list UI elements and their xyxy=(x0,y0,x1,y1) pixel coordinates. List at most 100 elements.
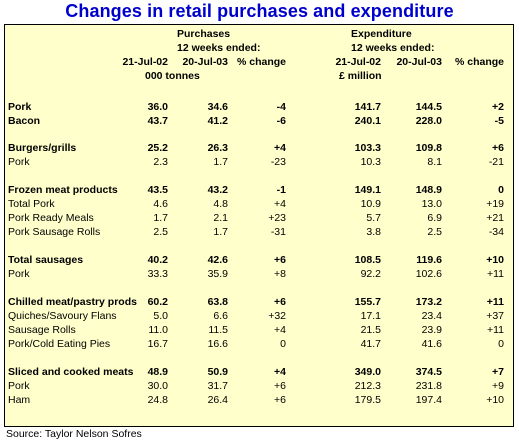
header-pct-change-purchases: % change xyxy=(236,56,286,68)
cell-expenditure-2002: 240.1 xyxy=(354,115,381,127)
cell-expenditure-2002: 41.7 xyxy=(360,338,381,350)
cell-purchases-2003: 31.7 xyxy=(207,380,228,392)
row-label: Bacon xyxy=(8,115,41,127)
cell-expenditure-2003: 2.5 xyxy=(427,226,442,238)
page-title: Changes in retail purchases and expendit… xyxy=(65,1,454,21)
cell-expenditure-2003: 144.5 xyxy=(415,101,442,113)
cell-purchases-2002: 16.7 xyxy=(147,338,168,350)
cell-purchases-2002: 2.3 xyxy=(153,156,168,168)
cell-purchases-2002: 33.3 xyxy=(147,268,168,280)
cell-purchases-2002: 25.2 xyxy=(147,142,168,154)
row-label: Pork Sausage Rolls xyxy=(8,226,101,238)
cell-expenditure-pct-change: +7 xyxy=(492,366,504,378)
row-label: Pork xyxy=(8,380,30,392)
cell-purchases-pct-change: +4 xyxy=(274,142,286,154)
cell-expenditure-2003: 23.4 xyxy=(421,310,442,322)
header-expenditure: Expenditure xyxy=(351,28,412,40)
cell-purchases-2003: 1.7 xyxy=(213,156,228,168)
row-label: Burgers/grills xyxy=(8,142,77,154)
cell-purchases-pct-change: -31 xyxy=(270,226,286,238)
cell-purchases-pct-change: -1 xyxy=(276,184,286,196)
table-row: Burgers/grills 25.2 26.3 +4 103.3 109.8 +6 xyxy=(5,142,513,155)
cell-expenditure-pct-change: -5 xyxy=(494,115,504,127)
cell-expenditure-2003: 13.0 xyxy=(421,198,442,210)
cell-purchases-2003: 26.4 xyxy=(207,394,228,406)
cell-expenditure-pct-change: +21 xyxy=(486,212,504,224)
cell-expenditure-2003: 228.0 xyxy=(415,115,442,127)
cell-purchases-2003: 43.2 xyxy=(207,184,228,196)
cell-purchases-pct-change: +6 xyxy=(274,380,286,392)
cell-purchases-pct-change: +6 xyxy=(274,296,286,308)
row-label: Quiches/Savoury Flans xyxy=(8,310,117,322)
cell-purchases-pct-change: -23 xyxy=(270,156,286,168)
header-pct-change-expenditure: % change xyxy=(454,56,504,68)
cell-purchases-2002: 11.0 xyxy=(148,324,168,336)
table-row: Pork 2.3 1.7 -23 10.3 8.1 -21 xyxy=(5,156,513,169)
header-weeks-ended-expenditure: 12 weeks ended: xyxy=(351,42,435,54)
row-label: Pork Ready Meals xyxy=(8,212,94,224)
row-label: Sliced and cooked meats xyxy=(8,366,134,378)
table-row: Pork 30.0 31.7 +6 212.3 231.8 +9 xyxy=(5,380,513,393)
table-row: Ham 24.8 26.4 +6 179.5 197.4 +10 xyxy=(5,394,513,407)
cell-expenditure-2002: 103.3 xyxy=(354,142,381,154)
cell-purchases-2002: 1.7 xyxy=(153,212,168,224)
cell-purchases-pct-change: 0 xyxy=(280,338,286,350)
cell-purchases-2003: 11.5 xyxy=(208,324,228,336)
cell-expenditure-2002: 108.5 xyxy=(354,254,381,266)
row-label: Pork xyxy=(8,101,32,113)
cell-purchases-pct-change: +6 xyxy=(274,394,286,406)
cell-expenditure-2003: 197.4 xyxy=(415,394,442,406)
cell-purchases-2003: 63.8 xyxy=(207,296,228,308)
table-row: Quiches/Savoury Flans 5.0 6.6 +32 17.1 23.4 +3… xyxy=(5,310,513,323)
cell-expenditure-pct-change: 0 xyxy=(498,338,504,350)
cell-purchases-2003: 2.1 xyxy=(213,212,228,224)
data-table: Purchases 12 weeks ended: 21-Jul-02 20-J… xyxy=(4,24,514,427)
cell-purchases-2003: 6.6 xyxy=(213,310,228,322)
cell-purchases-2003: 26.3 xyxy=(207,142,228,154)
cell-purchases-2003: 1.7 xyxy=(213,226,228,238)
table-row: Bacon 43.7 41.2 -6 240.1 228.0 -5 xyxy=(5,115,513,128)
cell-expenditure-2003: 102.6 xyxy=(415,268,442,280)
cell-expenditure-2003: 148.9 xyxy=(415,184,442,196)
row-label: Ham xyxy=(8,394,31,406)
header-unit-purchases: 000 tonnes xyxy=(145,70,200,82)
cell-expenditure-pct-change: +2 xyxy=(492,101,504,113)
cell-expenditure-2003: 8.1 xyxy=(427,156,442,168)
cell-expenditure-pct-change: +11 xyxy=(486,268,504,280)
cell-expenditure-2002: 10.3 xyxy=(360,156,381,168)
cell-expenditure-2002: 92.2 xyxy=(360,268,381,280)
cell-expenditure-pct-change: -34 xyxy=(488,226,504,238)
cell-expenditure-pct-change: +9 xyxy=(492,380,504,392)
cell-purchases-pct-change: +6 xyxy=(274,254,286,266)
table-row: Pork/Cold Eating Pies 16.7 16.6 0 41.7 41.6 0 xyxy=(5,338,513,351)
cell-expenditure-2002: 10.9 xyxy=(360,198,381,210)
row-label: Pork xyxy=(8,268,30,280)
row-label: Total Pork xyxy=(8,198,55,210)
cell-expenditure-2003: 23.9 xyxy=(421,324,442,336)
cell-purchases-2002: 24.8 xyxy=(147,394,168,406)
header-date2-purchases: 20-Jul-03 xyxy=(182,56,228,68)
row-label: Total sausages xyxy=(8,254,84,266)
cell-expenditure-2003: 6.9 xyxy=(427,212,442,224)
cell-purchases-2003: 42.6 xyxy=(207,254,228,266)
cell-purchases-2002: 2.5 xyxy=(153,226,168,238)
cell-purchases-pct-change: +4 xyxy=(274,198,286,210)
header-date1-purchases: 21-Jul-02 xyxy=(122,56,168,68)
cell-purchases-2003: 35.9 xyxy=(207,268,228,280)
table-row: Pork Ready Meals 1.7 2.1 +23 5.7 6.9 +21 xyxy=(5,212,513,225)
header-date1-expenditure: 21-Jul-02 xyxy=(335,56,381,68)
cell-expenditure-2002: 21.5 xyxy=(360,324,381,336)
cell-expenditure-2003: 231.8 xyxy=(415,380,442,392)
row-label: Sausage Rolls xyxy=(8,324,76,336)
cell-expenditure-pct-change: 0 xyxy=(498,184,504,196)
cell-purchases-pct-change: +8 xyxy=(274,268,286,280)
cell-purchases-2003: 16.6 xyxy=(207,338,228,350)
table-row: Sliced and cooked meats 48.9 50.9 +4 349.0 37… xyxy=(5,366,513,379)
cell-purchases-pct-change: +4 xyxy=(274,366,286,378)
cell-expenditure-2003: 109.8 xyxy=(415,142,442,154)
cell-purchases-pct-change: -4 xyxy=(276,101,286,113)
cell-expenditure-2002: 141.7 xyxy=(354,101,381,113)
header-date2-expenditure: 20-Jul-03 xyxy=(396,56,442,68)
table-row: Chilled meat/pastry prods 60.2 63.8 +6 155.7… xyxy=(5,296,513,309)
cell-expenditure-pct-change: +6 xyxy=(492,142,504,154)
